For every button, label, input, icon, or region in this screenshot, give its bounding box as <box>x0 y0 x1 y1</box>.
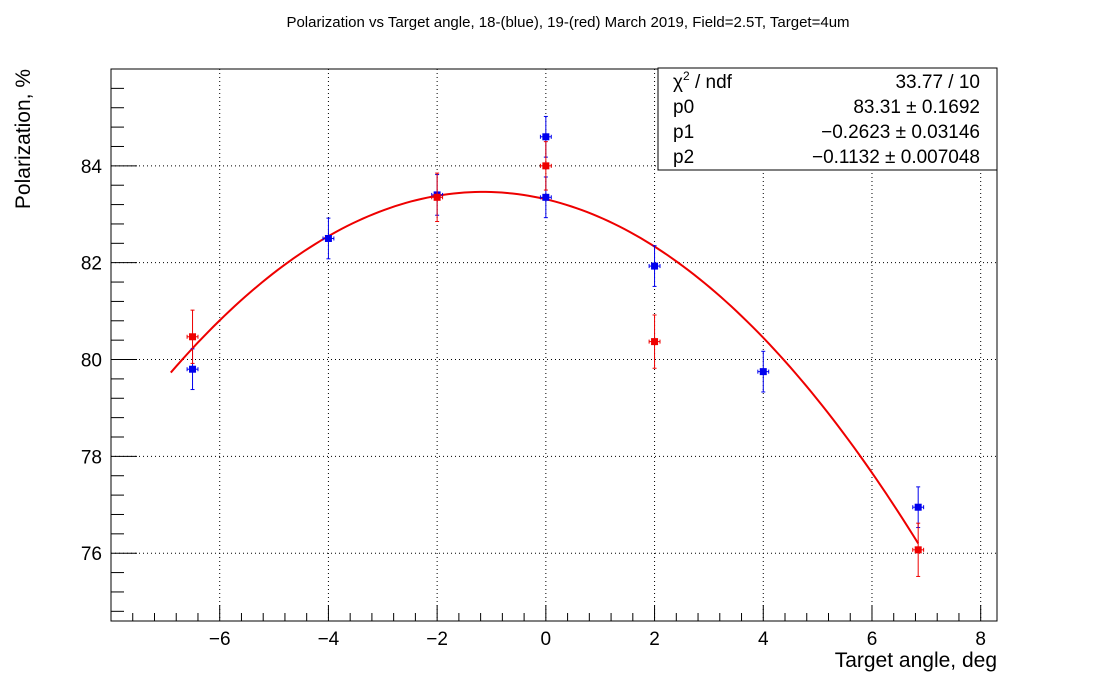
point-marker <box>189 333 197 341</box>
stats-chi2-rest: / ndf <box>690 72 733 93</box>
data-point <box>912 486 925 529</box>
data-point <box>186 309 199 364</box>
stats-p0-name: p0 <box>673 97 694 118</box>
x-tick-label: 4 <box>758 629 769 650</box>
point-marker <box>324 234 332 242</box>
data-point <box>431 172 444 223</box>
tick-labels: −6 −4 −2 0 2 4 6 8 76 78 80 82 84 <box>81 157 986 650</box>
stats-chi2-value: 33.77 / 10 <box>895 72 980 93</box>
stats-chi2-sup: 2 <box>683 69 690 83</box>
x-tick-label: −4 <box>318 629 340 650</box>
y-tick-label: 76 <box>81 544 102 565</box>
stats-box-frame <box>657 67 998 171</box>
stats-chi2-base: χ <box>673 72 683 93</box>
y-axis-label: Polarization, % <box>12 69 35 209</box>
data-point <box>757 350 770 393</box>
stats-chi2-name: χ2 / ndf <box>673 69 733 93</box>
point-marker <box>542 193 550 201</box>
data-points <box>186 115 925 577</box>
data-point <box>912 522 925 577</box>
point-marker <box>651 338 659 346</box>
fit-stats-box: χ2 / ndf 33.77 / 10 p0 83.31 ± 0.1692 p1… <box>657 67 998 171</box>
y-tick-label: 82 <box>81 254 102 275</box>
point-marker <box>914 546 922 554</box>
x-tick-label: 0 <box>541 629 552 650</box>
data-point <box>539 141 552 191</box>
point-marker <box>433 193 441 201</box>
data-point <box>648 314 661 369</box>
x-tick-label: 8 <box>975 629 986 650</box>
axis-ticks <box>111 87 982 621</box>
y-tick-label: 80 <box>81 351 102 372</box>
x-axis-label: Target angle, deg <box>835 649 997 672</box>
x-tick-label: 2 <box>649 629 660 650</box>
y-tick-label: 78 <box>81 447 102 468</box>
stats-p1-value: −0.2623 ± 0.03146 <box>821 122 980 143</box>
point-marker <box>542 133 550 141</box>
x-tick-label: −2 <box>426 629 448 650</box>
y-tick-label: 84 <box>81 157 103 178</box>
point-marker <box>759 368 767 376</box>
data-point <box>322 217 335 260</box>
point-marker <box>914 503 922 511</box>
stats-p1-name: p1 <box>673 122 694 143</box>
point-marker <box>542 162 550 170</box>
x-tick-label: −6 <box>209 629 231 650</box>
data-point <box>648 245 661 287</box>
point-marker <box>651 262 659 270</box>
point-marker <box>189 365 197 373</box>
stats-p0-value: 83.31 ± 0.1692 <box>853 97 980 118</box>
stats-p2-name: p2 <box>673 147 694 168</box>
chart-title: Polarization vs Target angle, 18-(blue),… <box>286 14 849 31</box>
stats-p2-value: −0.1132 ± 0.007048 <box>812 147 980 168</box>
x-tick-label: 6 <box>867 629 878 650</box>
plot-frame <box>110 68 998 622</box>
